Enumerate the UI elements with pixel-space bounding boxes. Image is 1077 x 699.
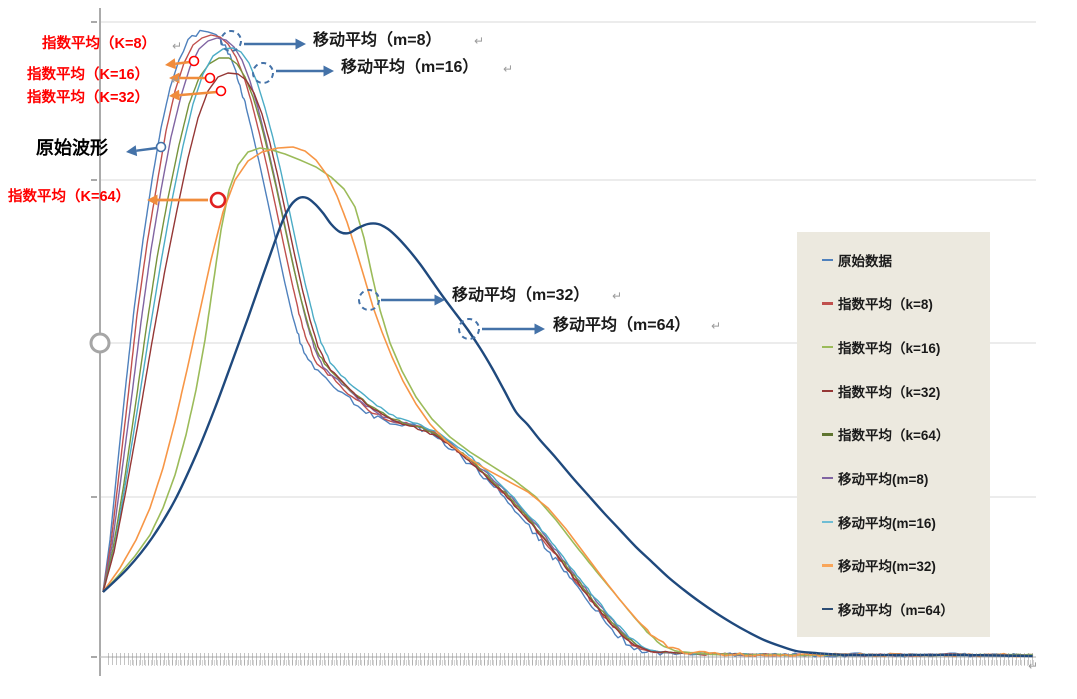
legend-item: 指数平均（k=32) (822, 381, 990, 401)
callout-label-mov-m32: 移动平均（m=32） (452, 287, 590, 304)
legend-label: 指数平均（k=32) (838, 384, 941, 400)
series-curve-移动平均（m=64） (102, 195, 1034, 658)
legend-label: 指数平均（k=8) (838, 297, 933, 313)
callout-arrowhead-exp-k64 (147, 194, 158, 206)
legend-label: 移动平均(m=16) (838, 515, 936, 531)
callout-marker-circle-mov-m8 (220, 30, 242, 52)
legend-label: 移动平均（m=64） (838, 603, 954, 619)
callout-marker-circle-mov-m32 (358, 289, 380, 311)
legend-marker-dash (822, 389, 833, 393)
x-axis-tick-label-strip-2 (130, 660, 1035, 666)
callout-arrowhead-exp-k16 (169, 72, 180, 84)
callout-arrow-raw-wave (136, 146, 158, 152)
callout-label-mov-m64: 移动平均（m=64） (553, 317, 691, 334)
paragraph-return-mark: ↵ (1028, 659, 1039, 673)
legend-item: 指数平均（k=64） (822, 424, 990, 444)
callout-label-raw-wave: 原始波形 (36, 138, 108, 158)
legend-marker-dash (822, 476, 833, 480)
paragraph-return-mark: ↵ (474, 34, 485, 48)
callout-arrowhead-raw-wave (126, 145, 138, 157)
callout-arrowhead-exp-k32 (169, 89, 180, 101)
legend-marker-dash (822, 607, 833, 611)
legend-label: 原始数据 (838, 253, 892, 269)
legend-marker-dash (822, 302, 833, 305)
y-axis-tick (91, 656, 97, 658)
legend-label: 指数平均（k=16) (838, 341, 941, 357)
callout-arrowhead-exp-k8 (165, 58, 177, 70)
legend-marker-dash (822, 345, 833, 349)
callout-marker-circle-exp-k32 (215, 85, 227, 97)
paragraph-return-mark: ↵ (171, 73, 182, 87)
legend-marker-dash (822, 433, 833, 436)
callout-marker-circle-exp-k16 (204, 72, 216, 84)
callout-marker-circle-mov-m16 (252, 62, 274, 84)
legend-item: 移动平均(m=32) (822, 555, 990, 575)
callout-arrowhead-mov-m64 (534, 323, 545, 335)
legend-item: 移动平均（m=64） (822, 599, 990, 619)
callout-label-exp-k16: 指数平均（K=16） (27, 67, 150, 83)
legend-label: 移动平均(m=8) (838, 472, 929, 488)
callout-arrowhead-mov-m32 (434, 294, 445, 306)
y-axis-tick (91, 179, 97, 181)
paragraph-return-mark: ↵ (711, 319, 722, 333)
legend-label: 指数平均（k=64） (838, 428, 950, 444)
legend-marker-dash (822, 520, 833, 524)
legend-label: 移动平均(m=32) (838, 559, 936, 575)
callout-arrow-exp-k8 (175, 60, 191, 66)
legend-marker-dash (822, 564, 833, 567)
y-axis-tick (91, 496, 97, 498)
chart-legend: 原始数据指数平均（k=8) 指数平均（k=16) 指数平均（k=32) 指数平均（k=… (797, 232, 990, 637)
callout-marker-circle-exp-k8 (188, 55, 200, 67)
callout-marker-circle-exp-k64 (209, 191, 227, 209)
callout-marker-circle-mov-m64 (458, 318, 480, 340)
callout-label-mov-m8: 移动平均（m=8） (313, 32, 442, 49)
legend-marker-dash (822, 258, 833, 262)
paragraph-return-mark: ↵ (172, 39, 183, 53)
legend-item: 移动平均(m=16) (822, 512, 990, 532)
legend-item: 指数平均（k=8) (822, 293, 990, 313)
callout-arrow-exp-k32 (179, 90, 218, 97)
callout-label-exp-k8: 指数平均（K=8） (42, 36, 157, 52)
callout-marker-circle-raw-wave (155, 141, 167, 153)
callout-arrowhead-mov-m16 (323, 65, 334, 77)
selection-handle[interactable] (89, 332, 111, 354)
legend-item: 移动平均(m=8) (822, 468, 990, 488)
legend-item: 原始数据 (822, 250, 990, 270)
callout-label-exp-k64: 指数平均（K=64） (8, 189, 131, 205)
legend-item: 指数平均（k=16) (822, 337, 990, 357)
callout-label-mov-m16: 移动平均（m=16） (341, 59, 479, 76)
x-axis-tick-label-strip (108, 653, 1035, 665)
callout-label-exp-k32: 指数平均（K=32） (27, 90, 150, 106)
y-axis-tick (91, 21, 97, 23)
paragraph-return-mark: ↵ (612, 289, 623, 303)
paragraph-return-mark: ↵ (503, 62, 514, 76)
callout-arrowhead-mov-m8 (295, 38, 306, 50)
